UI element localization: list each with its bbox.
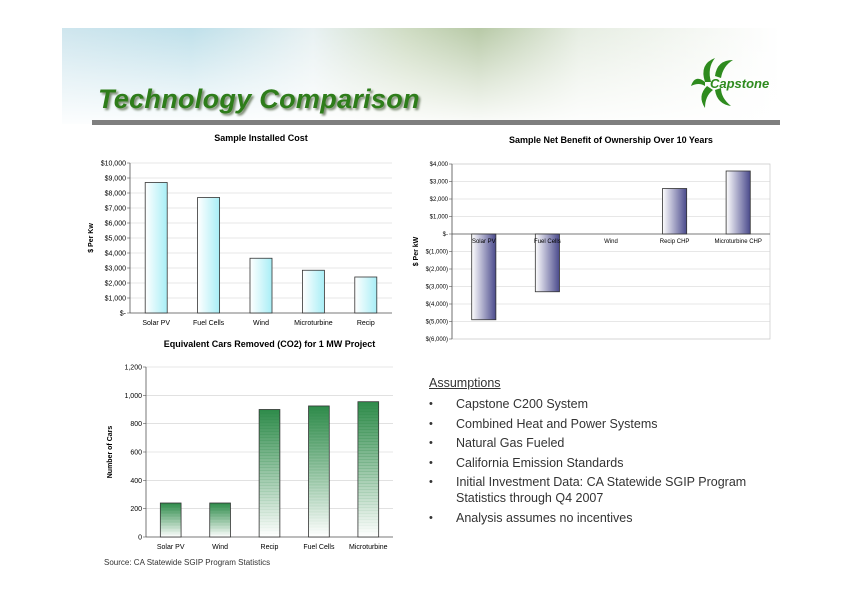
y-tick-label: 200 (130, 506, 142, 513)
bullet: • (429, 437, 433, 449)
y-axis-label: $ Per kW (413, 236, 420, 266)
bar (159, 502, 182, 538)
x-category-label: Fuel Cells (193, 320, 225, 327)
y-tick-label: $8,000 (105, 190, 127, 197)
chart-title: Equivalent Cars Removed (CO2) for 1 MW P… (164, 339, 376, 349)
bullet: • (429, 456, 433, 469)
bar (301, 269, 325, 314)
y-tick-label: $1,000 (105, 295, 127, 302)
assumption-text: Capstone C200 System (456, 397, 589, 411)
assumption-text: California Emission Standards (456, 455, 624, 470)
assumption-text: Analysis assumes no incentives (456, 510, 633, 525)
y-tick-label: 1,000 (124, 393, 142, 400)
assumption-item: • Analysis assumes no incentives (429, 510, 799, 526)
y-tick-label: $7,000 (105, 205, 127, 212)
y-tick-label: $(3,000) (426, 285, 448, 291)
chart-title: Sample Installed Cost (214, 133, 308, 143)
y-tick-label: $5,000 (105, 235, 127, 242)
x-category-label: Recip (261, 544, 279, 551)
capstone-logo-icon (691, 58, 733, 108)
bar (308, 405, 330, 538)
bar (471, 233, 497, 321)
y-tick-label: $3,000 (430, 180, 449, 186)
logo-text: Capstone (710, 76, 770, 91)
y-tick-label: $(1,000) (426, 250, 448, 256)
title-underline-bar (92, 120, 780, 125)
y-tick-label: 1,200 (124, 364, 142, 371)
bar (534, 233, 560, 293)
y-tick-label: $2,000 (430, 197, 449, 203)
y-tick-label: $(2,000) (426, 267, 448, 273)
assumptions-panel: Assumptions • Capstone C200 System • Combi… (429, 376, 799, 529)
bullet: • (429, 511, 433, 524)
assumption-item: • Combined Heat and Power Systems (429, 416, 799, 432)
x-category-label: Microturbine (349, 544, 388, 551)
assumption-item: • Initial Investment Data: CA Statewide S… (429, 474, 799, 506)
y-tick-label: 600 (130, 449, 142, 456)
x-category-label: Wind (604, 239, 618, 245)
bar (144, 182, 168, 314)
x-category-label: Solar PV (142, 320, 170, 327)
y-tick-label: $6,000 (105, 220, 127, 227)
x-category-label: Fuel Cells (303, 544, 335, 551)
y-tick-label: 800 (130, 421, 142, 428)
y-tick-label: $4,000 (430, 162, 449, 168)
y-tick-label: $10,000 (101, 160, 126, 167)
bar (249, 257, 273, 314)
bullet: • (429, 398, 433, 410)
y-tick-label: $- (120, 310, 127, 317)
y-tick-label: $3,000 (105, 265, 127, 272)
y-tick-label: $1,000 (430, 215, 449, 221)
y-tick-label: 400 (130, 478, 142, 485)
x-category-label: Recip CHP (660, 239, 690, 245)
x-category-label: Microturbine CHP (715, 239, 762, 245)
y-tick-label: $- (443, 232, 448, 238)
x-category-label: Solar PV (472, 239, 496, 245)
x-category-label: Wind (212, 544, 228, 551)
y-tick-label: $(6,000) (426, 337, 448, 343)
source-note: Source: CA Statewide SGIP Program Statis… (104, 558, 271, 567)
bar (258, 409, 281, 538)
net-benefit-chart: Sample Net Benefit of Ownership Over 10 … (413, 135, 771, 343)
y-axis-label: $ Per Kw (88, 223, 95, 253)
bar (197, 197, 221, 314)
bar (209, 502, 231, 538)
assumption-item: • Capstone C200 System (429, 396, 799, 412)
x-category-label: Solar PV (157, 544, 185, 551)
bar (662, 188, 688, 235)
assumption-text: Initial Investment Data: CA Statewide SG… (456, 475, 747, 505)
bullet: • (429, 417, 433, 430)
bar (725, 170, 751, 235)
cars-removed-chart: Equivalent Cars Removed (CO2) for 1 MW P… (107, 339, 393, 551)
assumption-text: Natural Gas Fueled (456, 436, 565, 450)
bullet: • (429, 476, 433, 488)
x-category-label: Recip (357, 320, 375, 327)
y-tick-label: $(4,000) (426, 302, 448, 308)
y-tick-label: $9,000 (105, 175, 127, 182)
y-axis-label: Number of Cars (107, 426, 114, 479)
slide-title: Technology Comparison (98, 84, 420, 114)
assumption-text: Combined Heat and Power Systems (456, 416, 658, 431)
y-tick-label: 0 (138, 534, 142, 541)
assumption-item: • Natural Gas Fueled (429, 435, 799, 451)
chart-title: Sample Net Benefit of Ownership Over 10 … (509, 135, 713, 145)
y-tick-label: $4,000 (105, 250, 127, 257)
installed-cost-chart: Sample Installed Cost $- $1,000 $2,000 $3,00… (88, 133, 392, 327)
x-category-label: Microturbine (294, 320, 333, 327)
banner-fade (62, 28, 780, 124)
assumption-item: • California Emission Standards (429, 455, 799, 471)
x-category-label: Fuel Cells (534, 239, 561, 245)
bar (354, 276, 378, 314)
y-tick-label: $2,000 (105, 280, 127, 287)
x-category-label: Wind (253, 320, 269, 327)
bar (357, 401, 380, 538)
y-tick-label: $(5,000) (426, 320, 448, 326)
header-banner-image (62, 28, 780, 124)
assumptions-heading: Assumptions (429, 376, 501, 390)
